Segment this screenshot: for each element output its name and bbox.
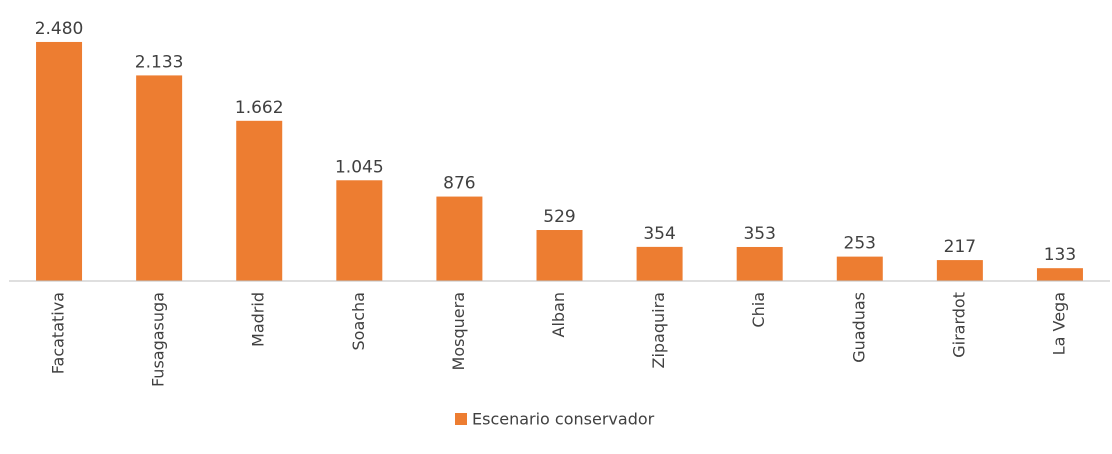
data-label: 2.133 [135, 52, 184, 72]
x-tick-label: Alban [549, 292, 568, 338]
data-label: 353 [743, 224, 775, 244]
bar [336, 180, 383, 281]
data-label: 529 [543, 207, 575, 227]
data-label: 1.045 [335, 157, 384, 177]
bar [636, 246, 683, 281]
bar [1036, 268, 1083, 281]
data-label: 1.662 [235, 98, 284, 118]
bar [536, 230, 583, 281]
x-tick-label: Chia [749, 292, 768, 328]
data-label: 217 [944, 237, 976, 257]
x-tick-label: Zipaquira [649, 292, 668, 369]
data-label: 876 [443, 174, 475, 194]
legend: Escenario conservador [455, 410, 655, 429]
x-tick-label: Madrid [249, 292, 268, 347]
bar [936, 260, 983, 281]
x-tick-label: Girardot [949, 292, 968, 358]
bar [836, 256, 883, 281]
x-tick-label: Fusagasuga [149, 292, 168, 387]
x-tick-label: La Vega [1049, 292, 1068, 355]
data-label: 354 [643, 224, 675, 244]
bar [736, 246, 783, 281]
x-tick-label: Guaduas [849, 292, 868, 363]
data-label: 253 [844, 234, 876, 254]
x-tick-label: Mosquera [449, 292, 468, 370]
legend-swatch [455, 413, 467, 425]
legend-label: Escenario conservador [472, 410, 655, 429]
bar [36, 41, 83, 281]
data-label: 2.480 [35, 19, 84, 39]
x-tick-label: Soacha [349, 292, 368, 351]
data-label: 133 [1044, 245, 1076, 265]
bar [236, 120, 283, 281]
bar [436, 196, 483, 281]
bar [136, 75, 183, 281]
x-tick-label: Facatativa [49, 292, 68, 374]
